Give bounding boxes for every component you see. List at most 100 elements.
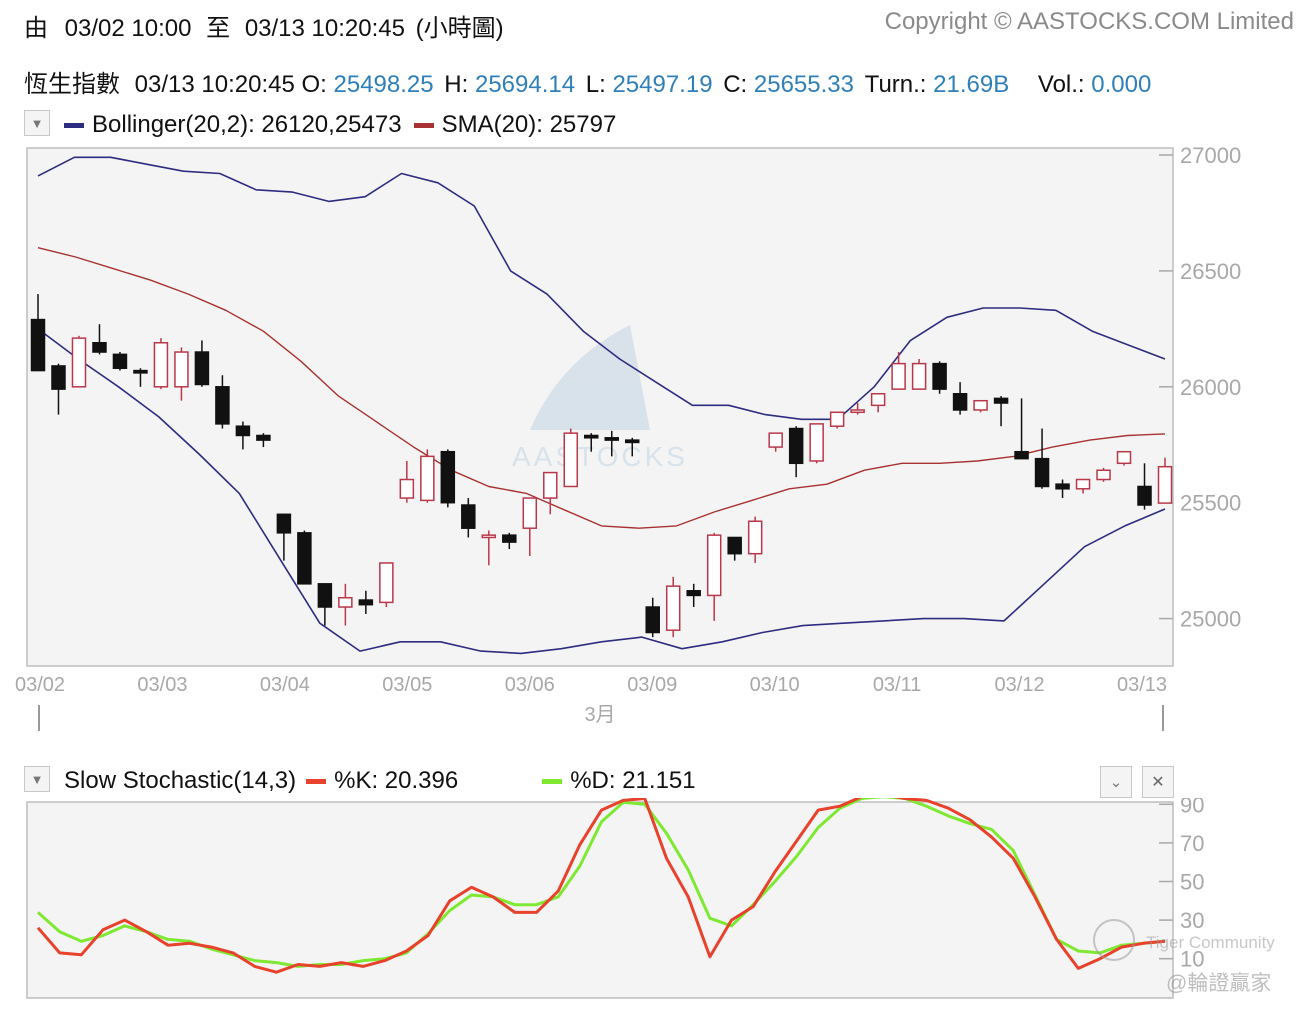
price-x-tick: 03/04	[260, 674, 310, 696]
candle[interactable]	[911, 358, 927, 390]
candle[interactable]	[215, 375, 230, 429]
candle[interactable]	[891, 352, 906, 390]
candle[interactable]	[420, 449, 435, 503]
candle[interactable]	[952, 382, 968, 415]
candle[interactable]	[850, 403, 865, 415]
candle[interactable]	[51, 363, 66, 415]
candle-body	[727, 536, 742, 555]
candle[interactable]	[256, 433, 271, 448]
quote-time: 03/13 10:20:45	[134, 71, 295, 98]
open-label: O:	[301, 71, 327, 98]
candle[interactable]	[829, 411, 845, 429]
sma-swatch	[413, 122, 434, 128]
candle[interactable]	[522, 497, 538, 557]
high-value: 25694.14	[474, 71, 576, 98]
close-label: C:	[723, 71, 748, 98]
candle[interactable]	[604, 430, 619, 457]
candle-body	[1034, 457, 1050, 488]
candle[interactable]	[624, 437, 640, 457]
candle-body	[379, 562, 394, 604]
candle[interactable]	[133, 368, 148, 387]
candle[interactable]	[338, 583, 353, 626]
collapse-panel-button[interactable]: ⌄	[1100, 766, 1132, 798]
sma-line	[37, 247, 1166, 529]
candle-body	[1075, 478, 1091, 490]
candle[interactable]	[747, 516, 763, 563]
candle[interactable]	[399, 460, 415, 503]
high-label: H:	[444, 71, 469, 98]
main-panel-toggle[interactable]: ▼	[24, 110, 50, 136]
candle[interactable]	[194, 340, 210, 387]
volume-label: Vol.:	[1037, 71, 1085, 98]
candle-body	[850, 409, 865, 414]
price-x-tick: 03/02	[15, 674, 65, 696]
candle[interactable]	[235, 421, 251, 450]
candle[interactable]	[543, 471, 558, 515]
candle[interactable]	[788, 426, 804, 478]
candle[interactable]	[379, 562, 394, 608]
candle[interactable]	[1075, 478, 1091, 494]
candle[interactable]	[1137, 463, 1152, 510]
candle-body	[604, 437, 619, 441]
candle[interactable]	[932, 361, 947, 394]
candle[interactable]	[727, 536, 742, 561]
candle[interactable]	[973, 399, 988, 413]
candle[interactable]	[440, 449, 456, 508]
candle[interactable]	[481, 530, 497, 566]
candle[interactable]	[297, 530, 312, 585]
candle-body	[51, 365, 66, 390]
candle[interactable]	[174, 347, 189, 401]
candle-body	[645, 606, 660, 634]
candle[interactable]	[1116, 450, 1132, 466]
candle[interactable]	[461, 498, 476, 538]
candle-body	[1096, 469, 1111, 481]
close-panel-button[interactable]: ✕	[1142, 766, 1174, 798]
date-range: 由 03/02 10:00 至 03/13 10:20:45 (小時圖)	[24, 8, 504, 43]
candle[interactable]	[1034, 428, 1050, 489]
handle-text: @輪證贏家	[1166, 972, 1271, 995]
candle[interactable]	[665, 576, 681, 638]
candle[interactable]	[768, 432, 783, 452]
stoch-panel-toggle[interactable]: ▼	[24, 766, 50, 792]
candle[interactable]	[71, 335, 87, 388]
candle-body	[256, 434, 271, 441]
d-legend: %D: 21.151	[570, 767, 696, 794]
candle-body	[891, 362, 906, 390]
price-chart[interactable]: AASTOCKS 25000 25500 26000 26500 27000 03/02…	[0, 140, 1304, 740]
candle[interactable]	[645, 597, 660, 638]
stoch-legend: Slow Stochastic(14,3) %K: 20.396 %D: 21.…	[64, 767, 696, 795]
candle[interactable]	[30, 294, 46, 372]
close-icon: ✕	[1151, 774, 1165, 791]
candle[interactable]	[809, 423, 824, 464]
candle[interactable]	[870, 393, 886, 413]
candle[interactable]	[686, 583, 701, 608]
candle[interactable]	[993, 396, 1009, 427]
candle[interactable]	[153, 338, 169, 390]
candle[interactable]	[92, 324, 107, 355]
candle[interactable]	[317, 583, 333, 626]
candle[interactable]	[502, 532, 517, 550]
turnover-value: 21.69B	[933, 71, 1010, 98]
close-value: 25655.33	[753, 71, 854, 98]
candle[interactable]	[563, 428, 579, 488]
candle[interactable]	[112, 352, 128, 371]
candle[interactable]	[584, 433, 599, 452]
candle[interactable]	[1014, 398, 1029, 460]
chevron-down-icon: ▼	[30, 771, 44, 787]
stochastic-chart[interactable]: 10 30 50 70 90 Tiger Community @輪證贏家	[0, 798, 1304, 1014]
candle-body	[174, 351, 189, 388]
candle[interactable]	[1157, 457, 1173, 504]
candle[interactable]	[706, 532, 722, 621]
candle-body	[911, 362, 927, 390]
candle[interactable]	[1096, 467, 1111, 482]
stoch-y-tick: 70	[1180, 831, 1204, 856]
candle[interactable]	[1055, 479, 1070, 499]
stoch-y-tick: 90	[1180, 798, 1204, 817]
candle-body	[1055, 483, 1070, 490]
candle[interactable]	[358, 590, 374, 614]
price-x-tick: 03/03	[137, 674, 187, 696]
candle-body	[92, 342, 107, 353]
candle-body	[993, 397, 1009, 404]
chevron-down-icon: ▼	[30, 115, 44, 131]
candle[interactable]	[276, 513, 292, 561]
